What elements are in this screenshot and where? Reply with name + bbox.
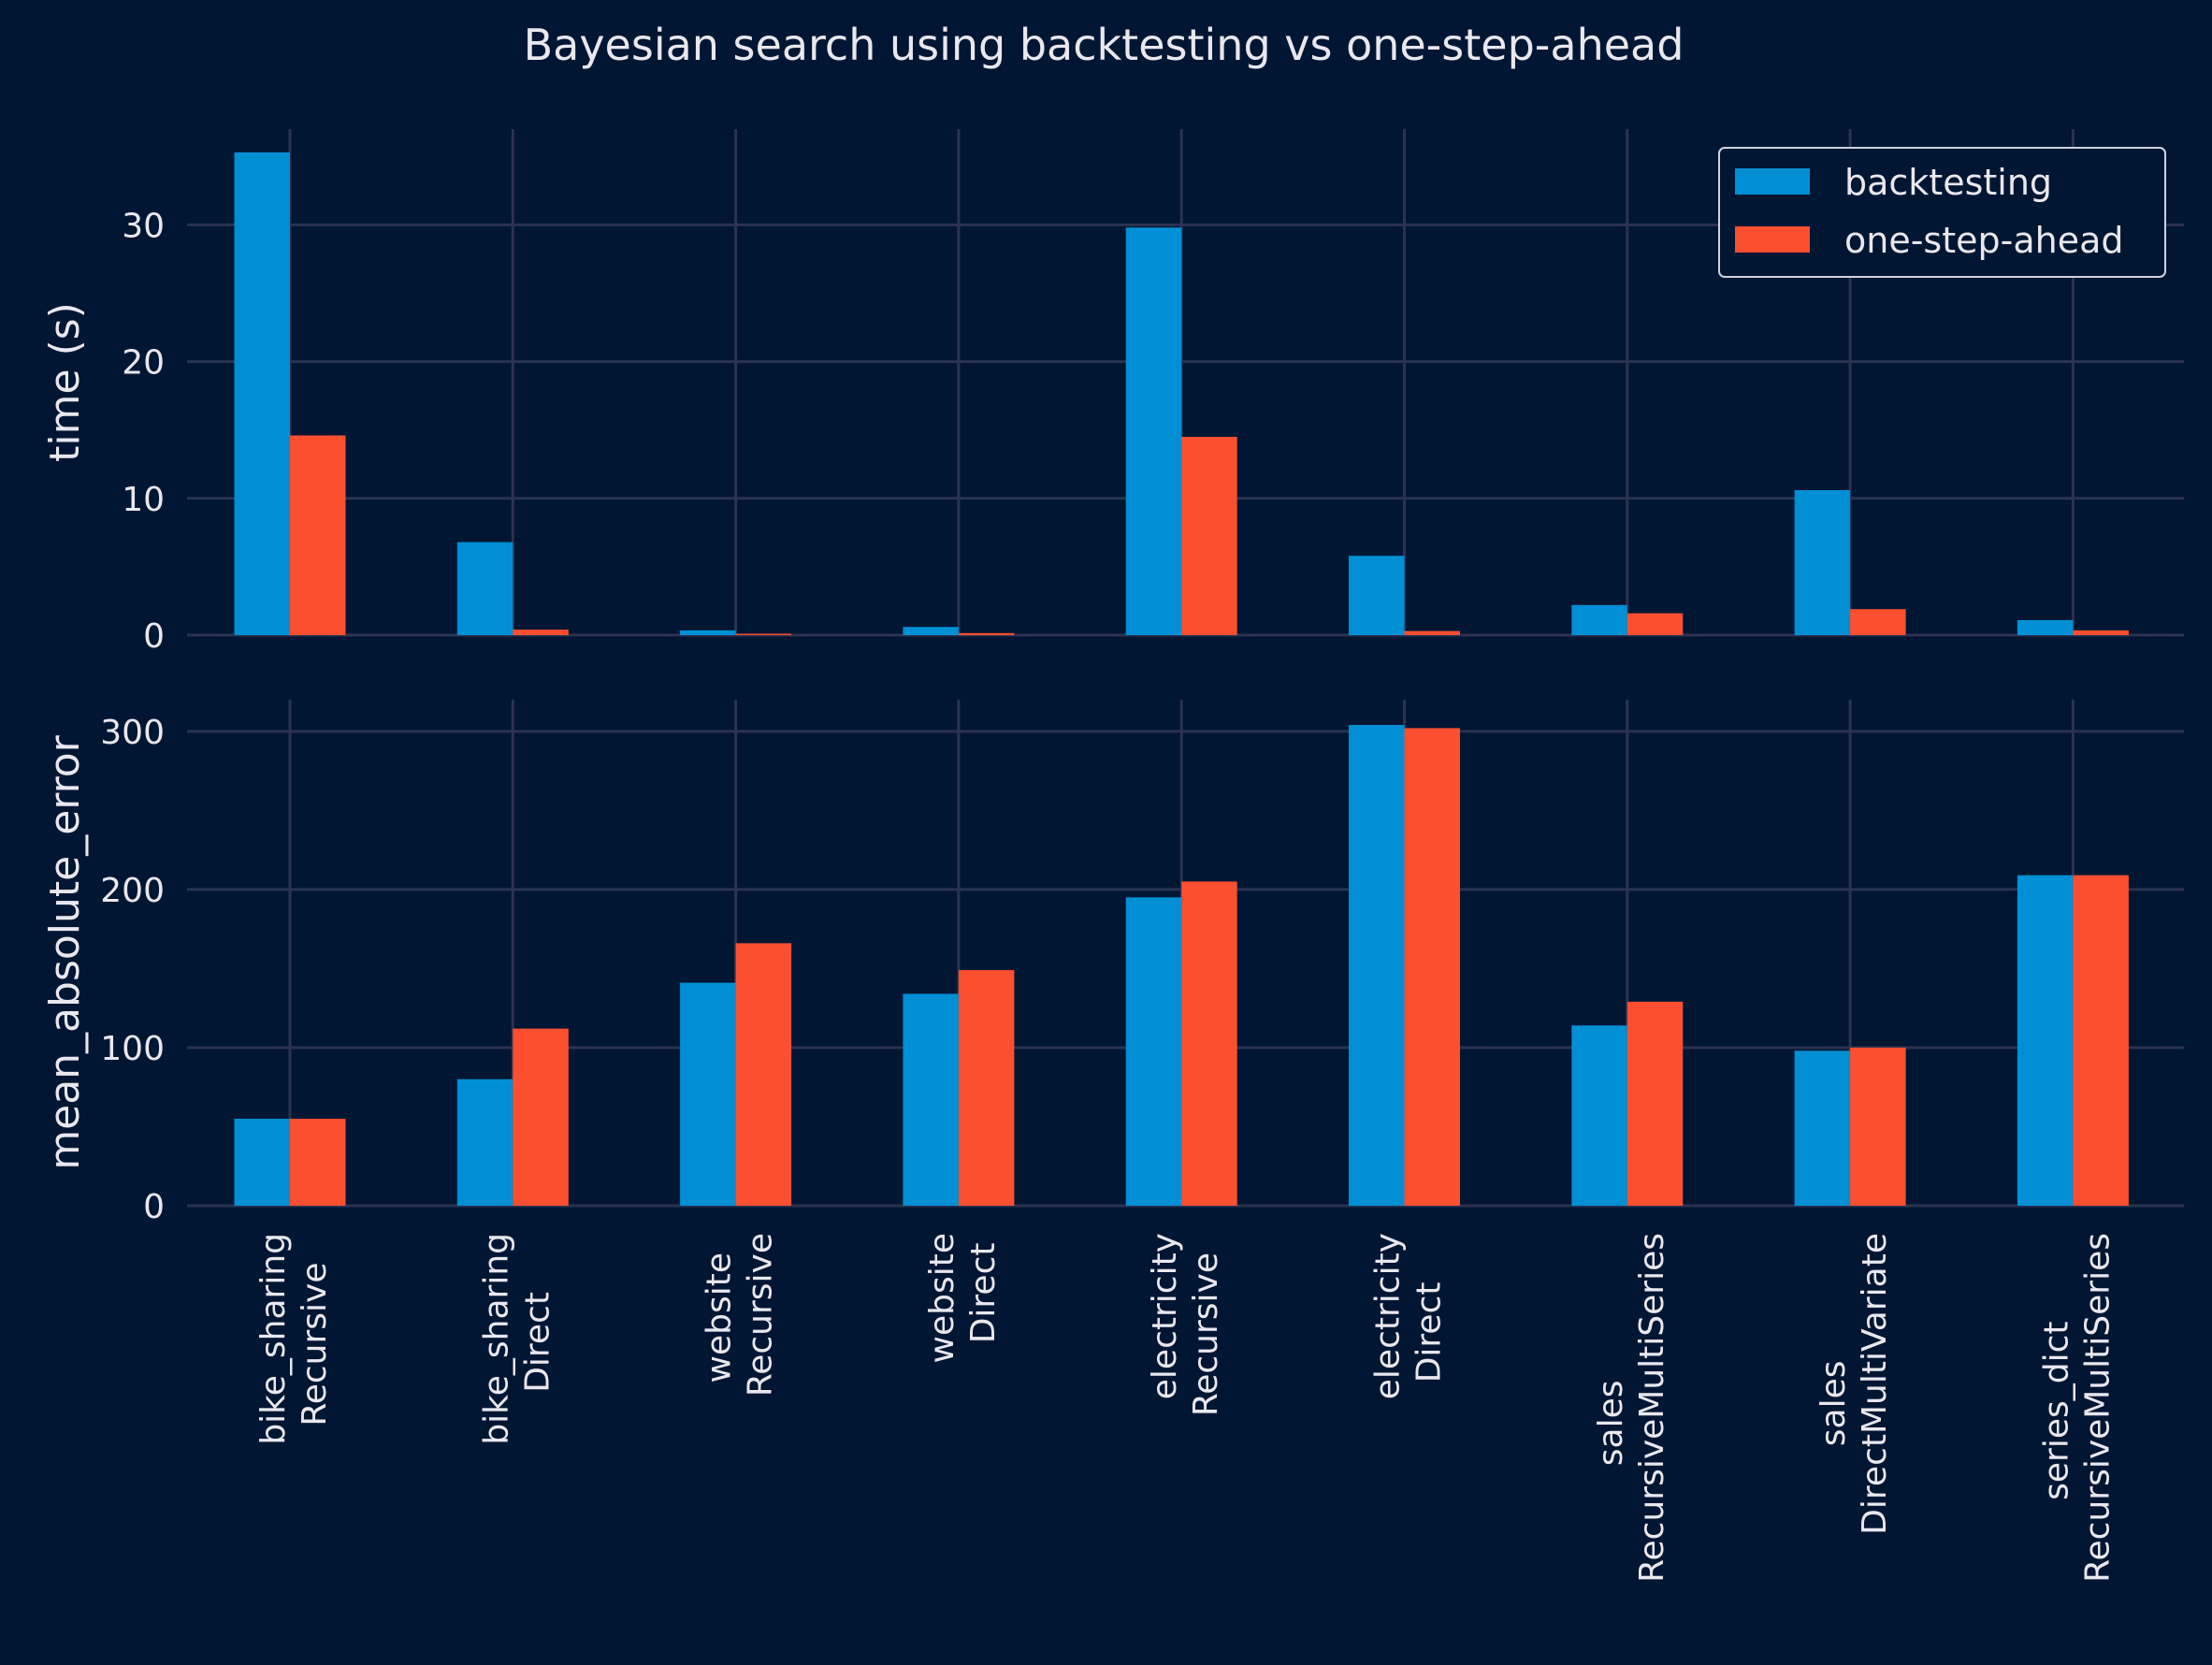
x-category-labels: bike_sharingRecursive bike_sharingDirect w… bbox=[254, 1233, 2117, 1583]
legend-label-one-step-ahead: one-step-ahead bbox=[1844, 220, 2124, 261]
time-ytick-label: 10 bbox=[122, 481, 165, 519]
mae-bar-one-step-ahead-3 bbox=[958, 970, 1015, 1206]
x-category-label-0: bike_sharingRecursive bbox=[254, 1233, 334, 1445]
mae-bar-one-step-ahead-5 bbox=[1404, 728, 1460, 1206]
mae-bar-backtesting-3 bbox=[903, 993, 959, 1206]
x-category-label-1: bike_sharingDirect bbox=[477, 1233, 557, 1445]
mae-ytick-label: 100 bbox=[100, 1030, 165, 1068]
time-bar-backtesting-8 bbox=[2017, 619, 2074, 635]
time-bar-one-step-ahead-4 bbox=[1181, 436, 1237, 635]
time-bar-one-step-ahead-8 bbox=[2073, 630, 2129, 635]
x-category-label-3: websiteDirect bbox=[923, 1233, 1003, 1363]
time-bar-one-step-ahead-5 bbox=[1404, 630, 1460, 635]
time-bar-backtesting-0 bbox=[234, 152, 290, 635]
mae-ylabel: mean_absolute_error bbox=[41, 734, 89, 1169]
time-bar-one-step-ahead-0 bbox=[290, 435, 346, 635]
mae-bar-one-step-ahead-6 bbox=[1626, 1001, 1684, 1206]
time-bar-one-step-ahead-6 bbox=[1626, 613, 1684, 635]
time-bar-backtesting-7 bbox=[1794, 490, 1851, 635]
x-category-label-2: websiteRecursive bbox=[701, 1233, 780, 1397]
mae-bar-one-step-ahead-7 bbox=[1850, 1047, 1906, 1206]
time-bar-backtesting-1 bbox=[456, 542, 513, 635]
x-category-label-4: electricityRecursive bbox=[1146, 1233, 1225, 1416]
mae-ytick-label: 200 bbox=[100, 872, 165, 910]
mae-ytick-label: 300 bbox=[100, 714, 165, 752]
legend-label-backtesting: backtesting bbox=[1844, 162, 2052, 203]
mae-bar-backtesting-7 bbox=[1794, 1050, 1851, 1206]
mae-bar-backtesting-0 bbox=[234, 1119, 290, 1206]
time-ytick-label: 20 bbox=[122, 344, 165, 383]
legend: backtesting one-step-ahead bbox=[1718, 147, 2166, 278]
time-bar-one-step-ahead-3 bbox=[958, 632, 1015, 635]
time-bar-backtesting-4 bbox=[1125, 227, 1182, 635]
mae-bar-backtesting-5 bbox=[1349, 725, 1405, 1206]
mae-bar-backtesting-2 bbox=[680, 982, 736, 1206]
legend-box bbox=[1718, 147, 2166, 278]
mae-bar-backtesting-8 bbox=[2017, 875, 2074, 1206]
mae-bar-one-step-ahead-8 bbox=[2073, 875, 2129, 1206]
mae-ytick-label: 0 bbox=[143, 1188, 165, 1226]
time-bar-one-step-ahead-2 bbox=[735, 633, 792, 635]
x-category-label-6: salesRecursiveMultiSeries bbox=[1592, 1233, 1671, 1583]
mae-bar-backtesting-1 bbox=[456, 1079, 513, 1206]
time-ytick-label: 30 bbox=[122, 207, 165, 245]
mae-bar-backtesting-6 bbox=[1571, 1025, 1627, 1206]
legend-swatch-one-step-ahead bbox=[1735, 226, 1810, 253]
mae-bar-one-step-ahead-4 bbox=[1181, 881, 1237, 1206]
time-bar-backtesting-2 bbox=[680, 630, 736, 635]
time-bar-one-step-ahead-1 bbox=[513, 630, 569, 635]
mae-bar-backtesting-4 bbox=[1125, 897, 1182, 1206]
time-ytick-label: 0 bbox=[143, 617, 165, 656]
legend-swatch-backtesting bbox=[1735, 168, 1810, 195]
time-bar-one-step-ahead-7 bbox=[1850, 609, 1906, 635]
time-bar-backtesting-6 bbox=[1571, 604, 1627, 635]
time-ylabel: time (s) bbox=[41, 302, 89, 462]
mae-bar-one-step-ahead-2 bbox=[735, 943, 792, 1206]
mae-panel: 0 100 200 300 mean_absolute_error bbox=[41, 700, 2184, 1226]
x-category-label-7: salesDirectMultiVariate bbox=[1814, 1233, 1894, 1535]
time-bar-backtesting-5 bbox=[1349, 556, 1405, 635]
mae-bar-one-step-ahead-0 bbox=[290, 1119, 346, 1206]
time-bar-backtesting-3 bbox=[903, 627, 959, 635]
x-category-label-8: series_dictRecursiveMultiSeries bbox=[2037, 1233, 2117, 1583]
chart-title: Bayesian search using backtesting vs one… bbox=[524, 20, 1684, 70]
x-category-label-5: electricityDirect bbox=[1369, 1233, 1449, 1399]
mae-bar-one-step-ahead-1 bbox=[513, 1028, 569, 1206]
